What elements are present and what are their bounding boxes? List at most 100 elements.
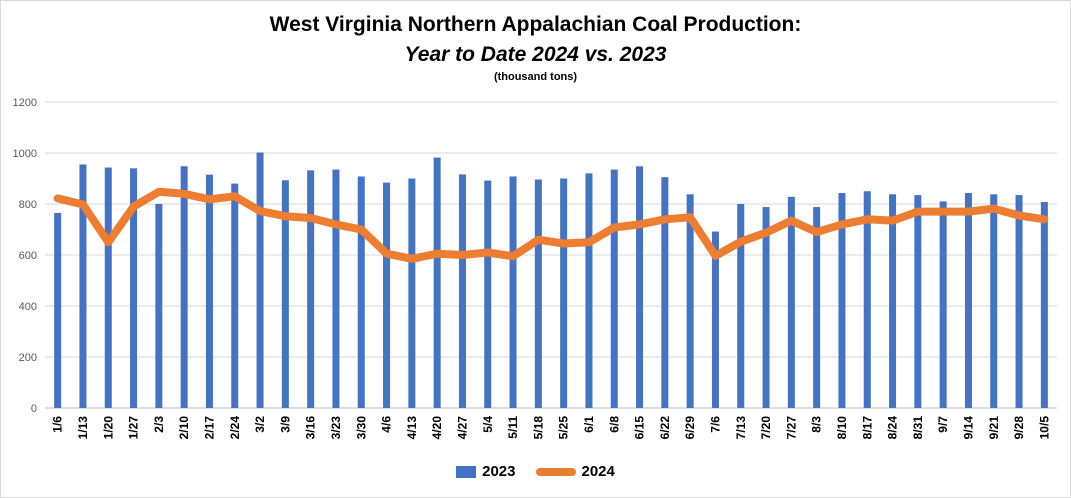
legend-label-2024: 2024: [581, 463, 615, 480]
y-tick-label: 1000: [13, 148, 37, 160]
bar-2023: [104, 167, 112, 408]
bar-2023: [990, 194, 998, 408]
x-tick-label: 6/8: [607, 416, 621, 433]
bar-2023: [332, 169, 340, 408]
x-tick-label: 1/20: [101, 416, 115, 440]
point-2024: [57, 197, 59, 199]
bar-2023: [458, 174, 466, 408]
bar-2023: [79, 164, 87, 408]
legend-swatch-2023: [456, 465, 477, 478]
chart-title-line2: Year to Date 2024 vs. 2023: [404, 43, 667, 66]
point-2024: [158, 191, 160, 193]
legend-swatch-2024: [535, 467, 576, 476]
x-tick-label: 9/7: [936, 416, 950, 433]
bar-2023: [711, 231, 719, 408]
point-2024: [310, 217, 312, 219]
x-tick-label: 1/6: [51, 416, 65, 433]
x-tick-label: 2/17: [202, 416, 216, 440]
point-2024: [1018, 214, 1020, 216]
point-2024: [967, 211, 969, 213]
x-tick-label: 4/20: [430, 416, 444, 440]
point-2024: [740, 241, 742, 243]
bar-2023: [130, 168, 138, 408]
x-tick-label: 5/4: [481, 416, 495, 433]
x-tick-label: 8/24: [886, 416, 900, 440]
bar-2023: [636, 166, 644, 408]
y-tick-label: 400: [19, 301, 37, 313]
bar-2023: [889, 194, 897, 408]
bar-2023: [509, 176, 517, 408]
x-tick-label: 2/3: [152, 416, 166, 433]
x-tick-label: 10/5: [1037, 416, 1051, 440]
x-tick-label: 8/17: [860, 416, 874, 440]
bar-2023: [256, 152, 264, 408]
legend-label-2023: 2023: [482, 463, 516, 480]
point-2024: [360, 229, 362, 230]
point-2024: [512, 255, 514, 257]
x-tick-label: 4/27: [455, 416, 469, 440]
point-2024: [714, 255, 716, 257]
chart-title: West Virginia Northern Appalachian Coal …: [269, 13, 802, 36]
point-2024: [335, 223, 337, 225]
point-2024: [411, 258, 413, 260]
bar-2023: [1040, 201, 1048, 408]
point-2024: [284, 215, 286, 217]
x-tick-label: 6/1: [582, 416, 596, 433]
bar-2023: [205, 174, 213, 408]
x-tick-label: 6/29: [683, 416, 697, 440]
point-2024: [816, 231, 818, 233]
x-tick-label: 4/6: [380, 416, 394, 433]
point-2024: [82, 204, 84, 206]
bar-2023: [484, 180, 492, 408]
x-tick-label: 5/25: [557, 416, 571, 440]
x-tick-label: 7/27: [784, 416, 798, 440]
x-tick-label: 8/10: [835, 416, 849, 440]
bar-2023: [54, 212, 62, 408]
point-2024: [133, 206, 135, 208]
bar-2023: [534, 179, 542, 408]
y-tick-label: 600: [19, 250, 37, 262]
point-2024: [866, 218, 868, 220]
bar-2023: [560, 178, 568, 408]
bar-2023: [863, 191, 871, 408]
point-2024: [386, 253, 388, 255]
point-2024: [563, 243, 565, 245]
bar-2023: [585, 173, 593, 408]
point-2024: [993, 208, 995, 210]
x-tick-label: 8/31: [911, 416, 925, 440]
series-line-2024: [53, 187, 1049, 263]
x-tick-label: 4/13: [405, 416, 419, 440]
bar-2023: [762, 207, 770, 408]
point-2024: [588, 241, 590, 243]
point-2024: [765, 232, 767, 234]
y-tick-label: 200: [19, 352, 37, 364]
bar-2023: [838, 193, 846, 408]
bar-2023: [307, 170, 315, 408]
point-2024: [461, 254, 463, 256]
point-2024: [639, 223, 641, 225]
point-2024: [689, 216, 691, 218]
bar-2023: [661, 177, 669, 408]
x-tick-label: 7/6: [708, 416, 722, 433]
x-tick-label: 3/9: [278, 416, 292, 433]
x-tick-label: 1/13: [76, 416, 90, 440]
legend-item-2023: 2023: [456, 463, 516, 480]
x-tick-label: 1/27: [127, 416, 141, 440]
point-2024: [234, 195, 236, 197]
x-tick-label: 9/14: [961, 416, 975, 440]
x-tick-label: 3/16: [304, 416, 318, 440]
point-2024: [917, 211, 919, 213]
point-2024: [208, 198, 210, 200]
legend-item-2024: 2024: [535, 463, 615, 480]
x-tick-label: 2/24: [228, 416, 242, 440]
bar-2023: [610, 169, 618, 408]
bar-2023: [408, 178, 416, 408]
chart-subtitle: (thousand tons): [493, 71, 578, 83]
point-2024: [841, 223, 843, 225]
bar-2023: [231, 183, 239, 408]
x-tick-label: 9/21: [987, 416, 1001, 440]
y-tick-label: 1200: [13, 97, 37, 109]
point-2024: [664, 218, 666, 220]
point-2024: [436, 253, 438, 255]
